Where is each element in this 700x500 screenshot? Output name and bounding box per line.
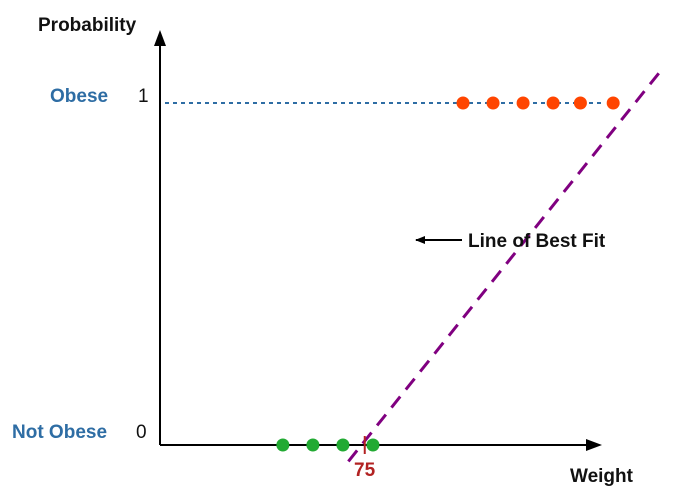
obese-point [456,96,470,110]
best-fit-line [347,67,664,463]
y-tick-label-1: 1 [138,86,149,107]
x-axis-arrowhead [586,439,602,451]
not-obese-point [336,438,350,452]
not-obese-point [306,438,320,452]
category-label-not-obese: Not Obese [12,422,107,443]
obese-point [516,96,530,110]
obese-point [546,96,560,110]
not-obese-point [366,438,380,452]
data-points [276,96,620,452]
best-fit-annotation-label: Line of Best Fit [468,231,606,252]
not-obese-point [276,438,290,452]
y-tick-label-0: 0 [136,422,147,443]
category-label-obese: Obese [50,86,108,107]
obese-point [606,96,620,110]
obese-point [486,96,500,110]
x-tick-label-75: 75 [354,460,376,481]
x-axis-label: Weight [570,466,634,487]
obese-point [573,96,587,110]
y-axis-arrowhead [154,30,166,46]
y-axis-label: Probability [38,15,137,36]
